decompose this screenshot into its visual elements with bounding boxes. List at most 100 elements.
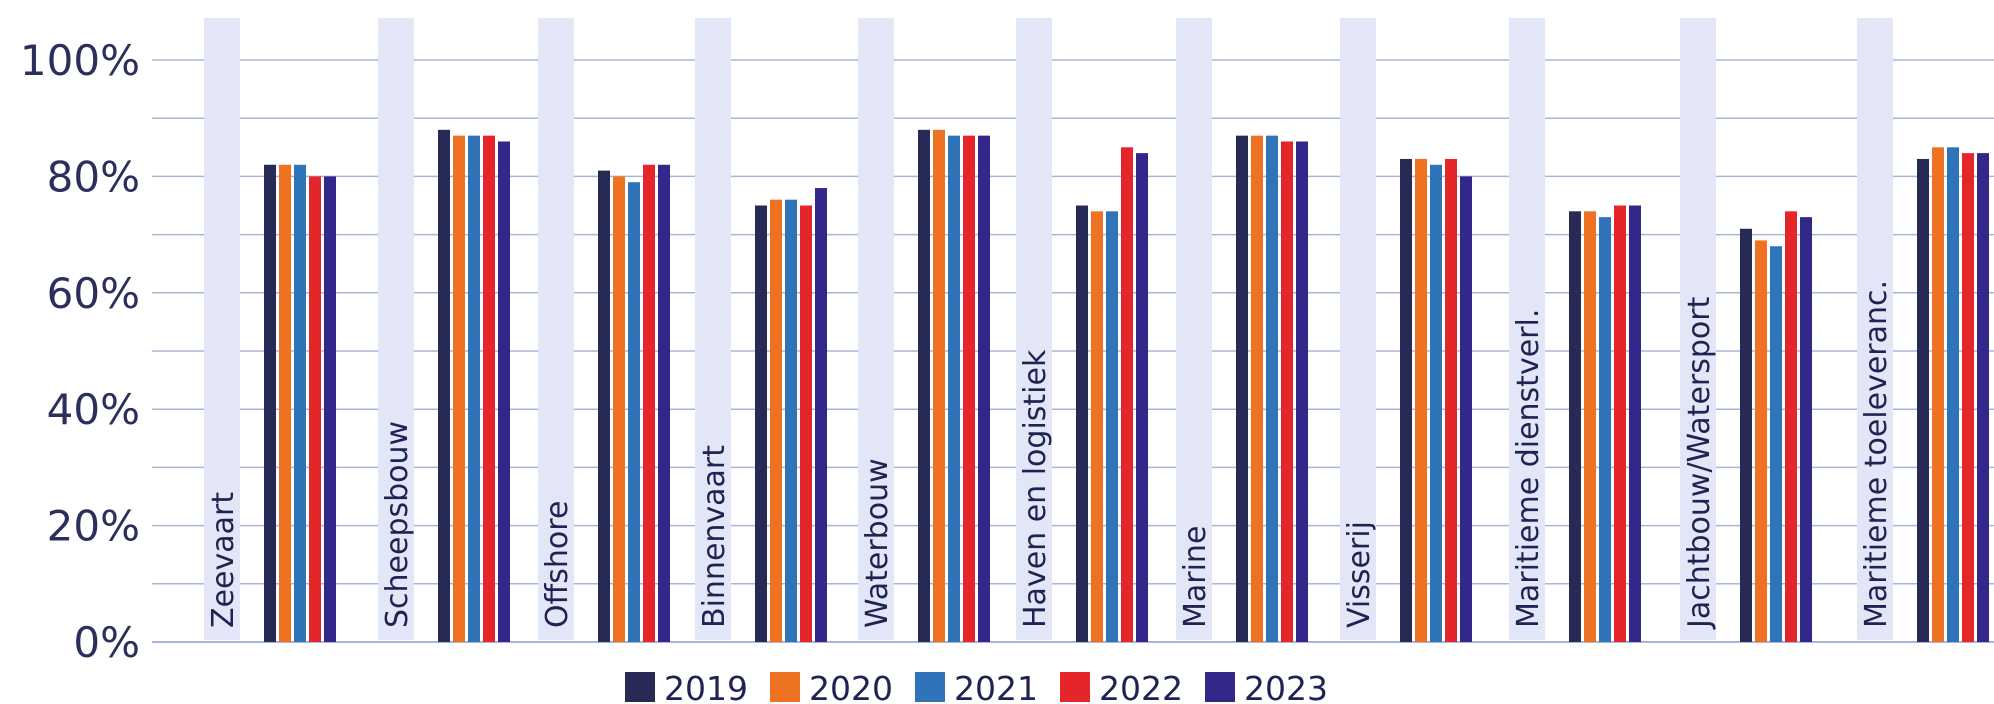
y-tick-label: 0% — [73, 618, 140, 667]
category-label: Maritieme toeleveranc. — [1859, 280, 1894, 628]
legend-swatch — [625, 672, 655, 702]
bar — [1091, 211, 1103, 642]
category-label: Zeevaart — [206, 492, 241, 628]
bar — [1430, 164, 1442, 642]
bar — [643, 164, 655, 642]
legend-swatch — [915, 672, 945, 702]
category-label: Waterbouw — [860, 458, 895, 628]
bar — [1629, 205, 1641, 642]
category-band — [1680, 18, 1716, 640]
bar — [468, 135, 480, 642]
category-label: Haven en logistiek — [1018, 349, 1053, 628]
y-tick-label: 60% — [47, 269, 140, 318]
bar — [483, 135, 495, 642]
bar — [498, 141, 510, 643]
bar — [1400, 158, 1412, 642]
bar — [264, 164, 276, 642]
bar — [948, 135, 960, 642]
bar — [1740, 228, 1752, 642]
bar — [785, 199, 797, 642]
bar — [918, 129, 930, 643]
category-band — [1857, 18, 1893, 640]
bar — [294, 164, 306, 642]
bar — [933, 129, 945, 643]
bar — [453, 135, 465, 642]
bar — [800, 205, 812, 642]
category-band — [538, 18, 574, 640]
y-tick-label: 20% — [47, 502, 140, 551]
category-label: Binnenvaart — [697, 445, 732, 628]
category-labels: Zeevaart Scheepsbouw Offshore Binnenvaart Wa… — [206, 280, 1894, 630]
bar — [1800, 217, 1812, 642]
bar — [1785, 211, 1797, 642]
bar — [978, 135, 990, 642]
bar — [1584, 211, 1596, 642]
bar — [1251, 135, 1263, 642]
bar — [815, 188, 827, 643]
bar — [324, 176, 336, 642]
bar — [1599, 217, 1611, 642]
category-band — [695, 18, 731, 640]
bar — [1296, 141, 1308, 643]
category-label: Jachtbouw/Watersport — [1682, 296, 1717, 630]
bar — [1136, 153, 1148, 642]
y-tick-label: 80% — [47, 152, 140, 201]
legend-swatch — [1205, 672, 1235, 702]
bar — [1121, 147, 1133, 643]
y-axis: 0% 20% 40% 60% 80% 100% — [20, 36, 140, 667]
legend-swatch — [770, 672, 800, 702]
legend-label: 2023 — [1244, 669, 1328, 704]
category-bands — [204, 18, 1893, 640]
category-label: Offshore — [540, 501, 575, 628]
legend-label: 2021 — [954, 669, 1038, 704]
bar — [279, 164, 291, 642]
category-band — [1176, 18, 1212, 640]
bar — [1917, 158, 1929, 642]
bar — [755, 205, 767, 642]
category-label: Marine — [1178, 526, 1213, 628]
legend-swatch — [1060, 672, 1090, 702]
bar — [438, 129, 450, 643]
bar — [963, 135, 975, 642]
bar — [1569, 211, 1581, 642]
bar — [1445, 158, 1457, 642]
category-band — [1340, 18, 1376, 640]
bar — [309, 176, 321, 642]
category-label: Scheepsbouw — [380, 421, 415, 628]
category-band — [204, 18, 240, 640]
bars — [264, 129, 1989, 643]
y-tick-label: 100% — [20, 36, 140, 85]
category-band — [1016, 18, 1052, 640]
legend-label: 2022 — [1099, 669, 1183, 704]
bar — [1460, 176, 1472, 642]
gridlines — [152, 59, 1994, 643]
legend-label: 2020 — [809, 669, 893, 704]
bar — [1947, 147, 1959, 643]
category-label: Maritieme dienstverl. — [1511, 309, 1546, 628]
bar — [1932, 147, 1944, 643]
y-tick-label: 40% — [47, 385, 140, 434]
category-label: Visserij — [1342, 521, 1377, 628]
bar — [1770, 246, 1782, 643]
bar — [628, 182, 640, 642]
bar — [658, 164, 670, 642]
category-band — [378, 18, 414, 640]
category-band — [1509, 18, 1545, 640]
bar — [1977, 153, 1989, 642]
legend-label: 2019 — [664, 669, 748, 704]
bar — [770, 199, 782, 642]
bar — [1415, 158, 1427, 642]
bar — [598, 170, 610, 642]
legend: 2019 2020 2021 2022 2023 — [625, 669, 1328, 704]
bar — [613, 176, 625, 642]
bar — [1106, 211, 1118, 642]
bar — [1266, 135, 1278, 642]
bar — [1962, 153, 1974, 642]
bar — [1281, 141, 1293, 643]
bar — [1614, 205, 1626, 642]
bar — [1236, 135, 1248, 642]
bar — [1755, 240, 1767, 643]
bar — [1076, 205, 1088, 642]
category-band — [858, 18, 894, 640]
